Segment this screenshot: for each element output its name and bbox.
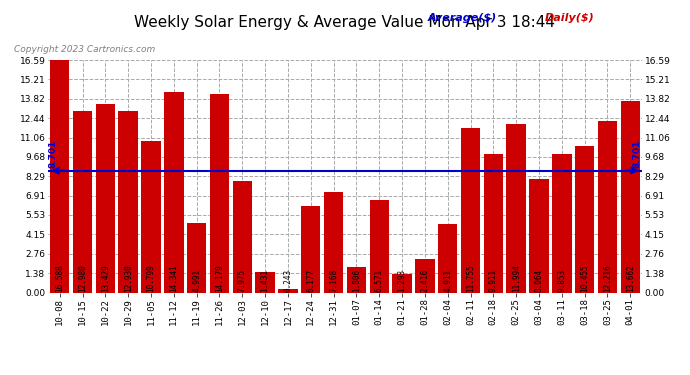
Bar [255,273,275,292]
Text: 1.806: 1.806 [352,268,361,292]
Text: 1.431: 1.431 [261,268,270,292]
Text: 12.216: 12.216 [603,264,612,292]
Bar [438,224,457,292]
Text: 6.177: 6.177 [306,268,315,292]
Bar [529,180,549,292]
Text: 10.799: 10.799 [146,264,155,292]
Text: 4.911: 4.911 [443,268,452,292]
Bar [233,181,252,292]
Bar [506,124,526,292]
Text: 10.455: 10.455 [580,264,589,292]
Text: 13.429: 13.429 [101,264,110,292]
Bar [301,206,320,292]
Text: 13.662: 13.662 [626,264,635,292]
Bar [552,154,571,292]
Bar [50,60,70,292]
Text: 9.853: 9.853 [558,268,566,292]
Bar [73,111,92,292]
Text: 14.341: 14.341 [169,264,178,292]
Text: 12.980: 12.980 [78,264,87,292]
Text: 8.701: 8.701 [48,140,57,168]
Bar [461,128,480,292]
Text: 9.911: 9.911 [489,268,498,292]
Text: 14.179: 14.179 [215,264,224,292]
Text: 11.994: 11.994 [512,264,521,292]
Text: 2.416: 2.416 [420,268,429,292]
Bar [119,111,138,292]
Bar [96,104,115,292]
Text: 0.243: 0.243 [284,268,293,292]
Text: Daily($): Daily($) [545,13,595,23]
Bar [393,274,412,292]
Text: 4.991: 4.991 [192,268,201,292]
Text: 6.571: 6.571 [375,268,384,292]
Text: 7.975: 7.975 [238,268,247,292]
Bar [346,267,366,292]
Bar [620,101,640,292]
Text: 1.293: 1.293 [397,268,406,292]
Bar [575,146,594,292]
Text: Weekly Solar Energy & Average Value Mon Apr 3 18:44: Weekly Solar Energy & Average Value Mon … [135,15,555,30]
Bar [164,92,184,292]
Text: 11.755: 11.755 [466,264,475,292]
Text: Copyright 2023 Cartronics.com: Copyright 2023 Cartronics.com [14,45,155,54]
Text: 16.588: 16.588 [55,264,64,292]
Text: 8.064: 8.064 [535,268,544,292]
Text: Average($): Average($) [428,13,497,23]
Bar [141,141,161,292]
Bar [370,200,389,292]
Bar [484,154,503,292]
Bar [324,192,344,292]
Text: 7.168: 7.168 [329,268,338,292]
Bar [278,289,297,292]
Bar [415,259,435,292]
Bar [210,94,229,292]
Text: 8.701: 8.701 [633,140,642,168]
Bar [187,222,206,292]
Text: 12.930: 12.930 [124,264,132,292]
Bar [598,121,617,292]
